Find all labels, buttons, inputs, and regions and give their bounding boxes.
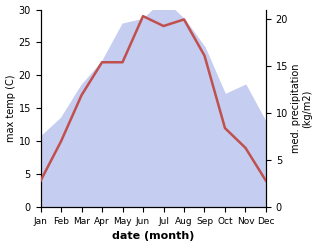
Y-axis label: max temp (C): max temp (C) [5,75,16,142]
X-axis label: date (month): date (month) [112,231,194,242]
Y-axis label: med. precipitation
(kg/m2): med. precipitation (kg/m2) [291,64,313,153]
